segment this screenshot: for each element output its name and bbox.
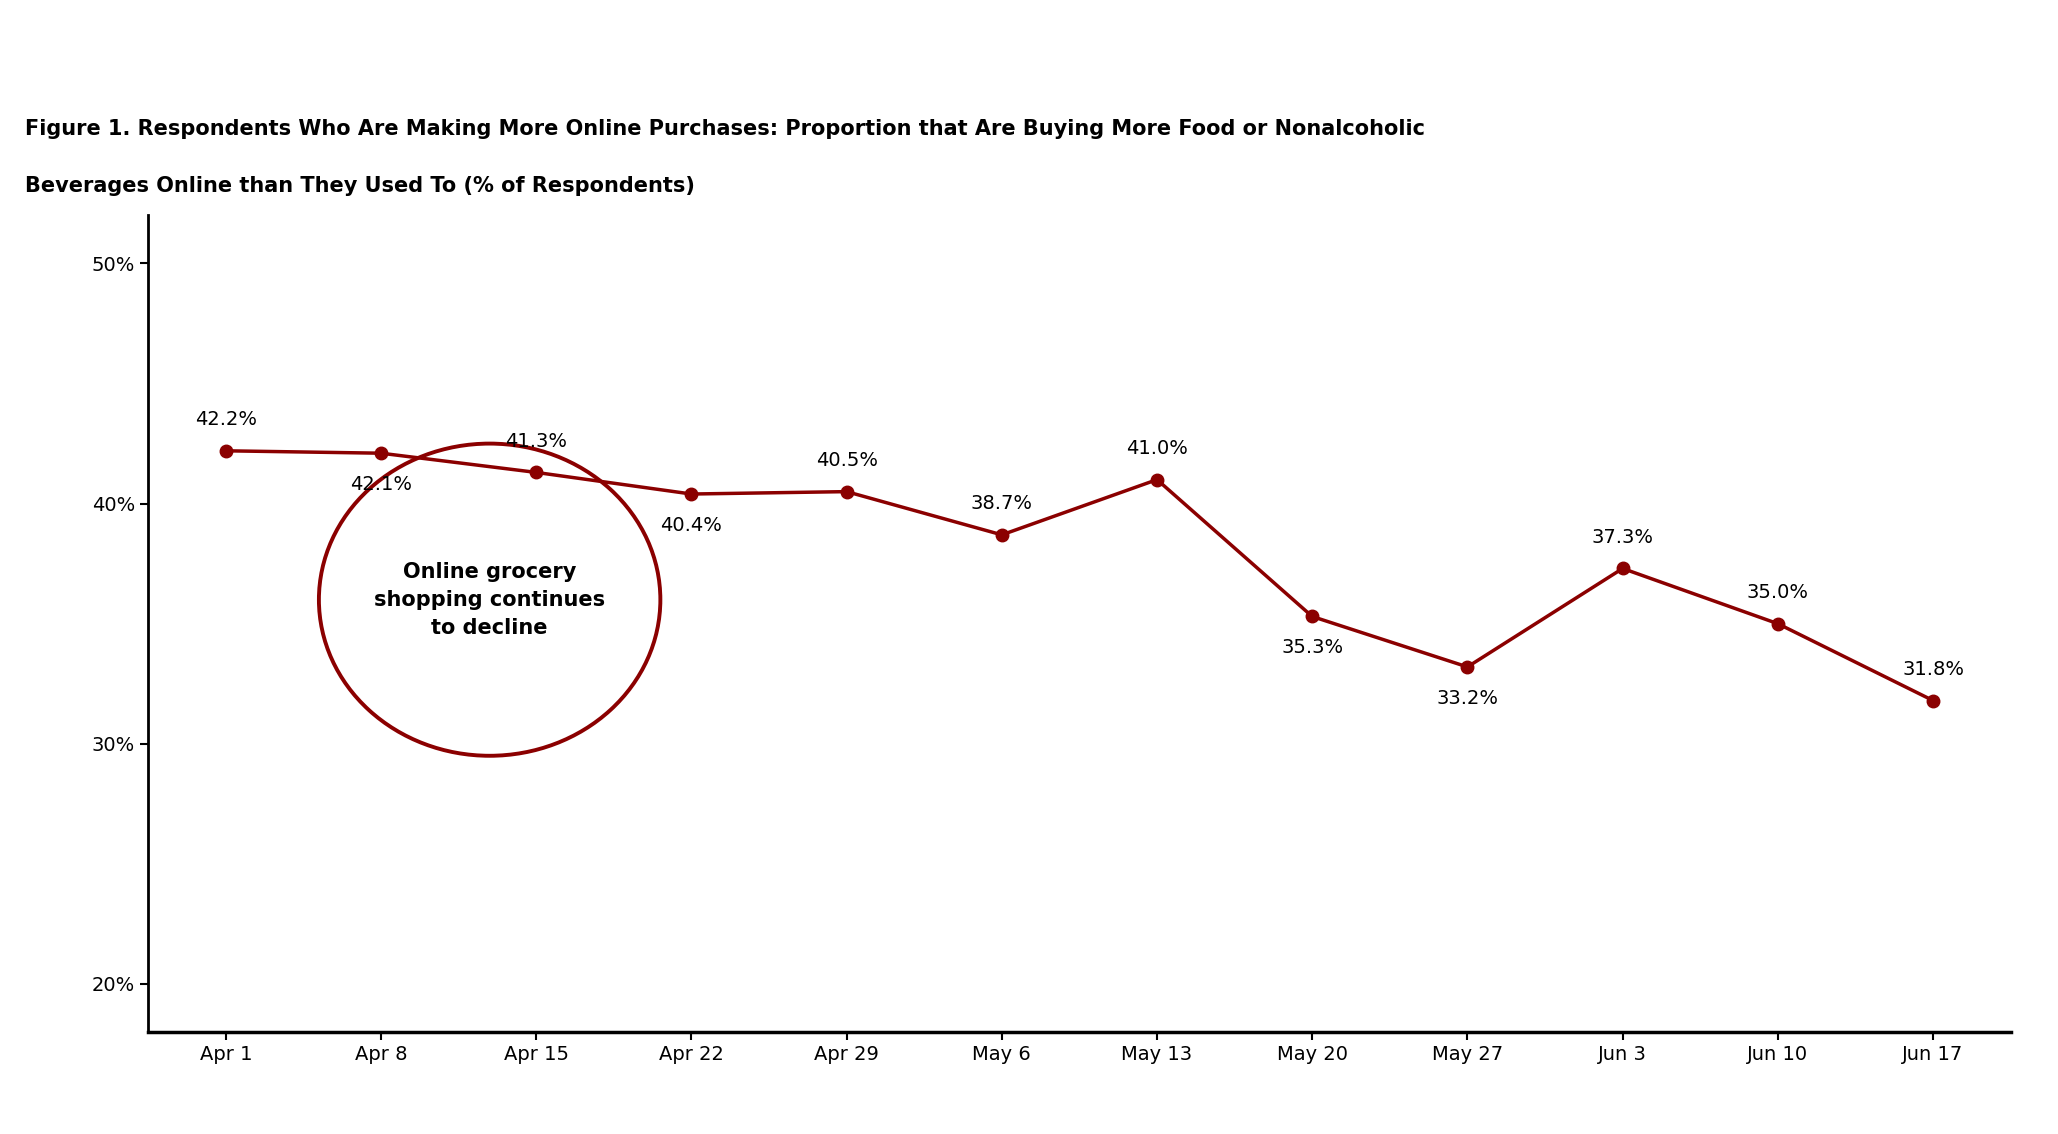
Text: 40.4%: 40.4% [661,516,722,534]
Text: 38.7%: 38.7% [971,494,1033,514]
Text: 42.1%: 42.1% [350,475,412,493]
Text: 37.3%: 37.3% [1591,527,1655,547]
Text: Online grocery
shopping continues
to decline: Online grocery shopping continues to dec… [375,561,605,637]
Text: 41.3%: 41.3% [504,432,568,451]
Text: 35.0%: 35.0% [1747,583,1809,602]
Text: 31.8%: 31.8% [1902,660,1963,679]
Text: 42.2%: 42.2% [196,411,257,429]
Text: Figure 1. Respondents Who Are Making More Online Purchases: Proportion that Are : Figure 1. Respondents Who Are Making Mor… [25,119,1424,139]
Text: 35.3%: 35.3% [1282,638,1344,657]
Text: Beverages Online than They Used To (% of Respondents): Beverages Online than They Used To (% of… [25,176,694,196]
Text: 40.5%: 40.5% [815,451,877,469]
Text: 33.2%: 33.2% [1436,688,1498,708]
Text: 41.0%: 41.0% [1126,439,1187,458]
